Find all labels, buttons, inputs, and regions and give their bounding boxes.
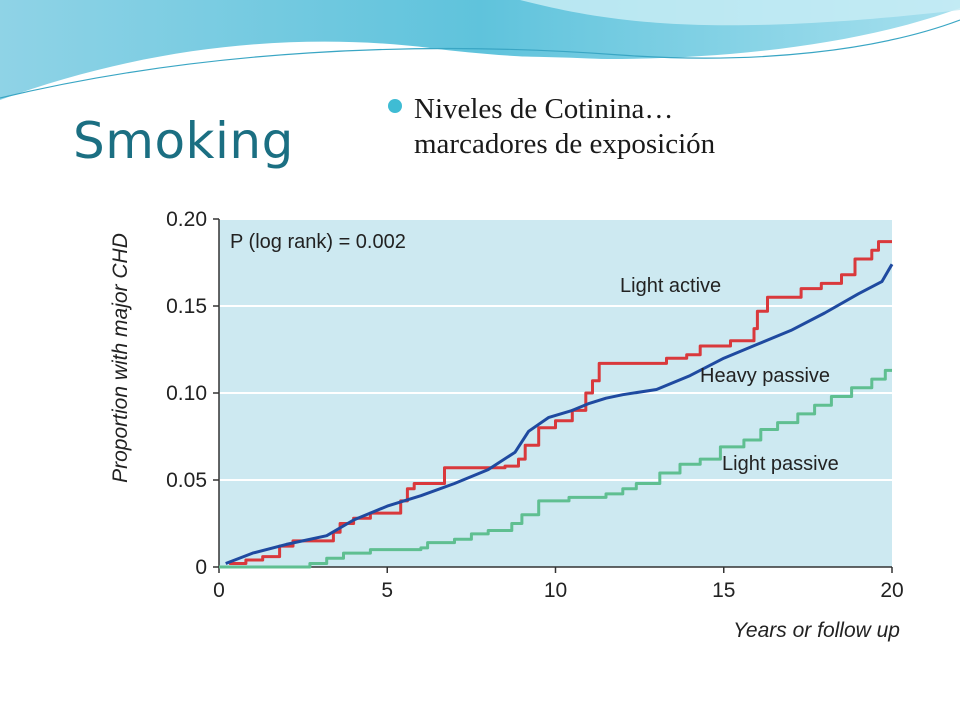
y-tick-label: 0 — [195, 556, 207, 579]
slide-title: Smoking — [73, 112, 294, 170]
x-tick-label: 10 — [544, 579, 567, 602]
series-label: Light passive — [722, 453, 839, 475]
bullet-item: Niveles de Cotinina… marcadores de expos… — [388, 92, 908, 162]
x-axis-label: Years or follow up — [733, 619, 900, 642]
x-tick-label: 0 — [213, 579, 225, 602]
y-tick-label: 0.20 — [166, 208, 207, 231]
bullet-dot-icon — [388, 99, 402, 113]
series-lines: Light active Heavy passive Light passive — [219, 240, 894, 569]
x-tick-label: 20 — [880, 579, 903, 602]
series-line-light-passive — [219, 368, 892, 569]
y-tick-label: 0.10 — [166, 382, 207, 405]
series-line-heavy-passive — [225, 263, 894, 565]
axes: 0 5 10 15 20 0 0.05 0.10 0.15 0.20 — [166, 208, 904, 602]
series-label: Light active — [620, 275, 721, 297]
decorative-wave-banner — [0, 0, 960, 105]
gridlines — [219, 218, 892, 481]
y-tick-label: 0.15 — [166, 295, 207, 318]
bullet-line-2: marcadores de exposición — [414, 128, 716, 160]
x-tick-label: 5 — [381, 579, 393, 602]
y-tick-label: 0.05 — [166, 469, 207, 492]
p-value-annotation: P (log rank) = 0.002 — [230, 231, 406, 253]
y-axis-label: Proportion with major CHD — [109, 233, 132, 483]
bullet-line-1: Niveles de Cotinina… — [414, 93, 674, 125]
series-label: Heavy passive — [700, 365, 830, 387]
x-tick-label: 15 — [712, 579, 735, 602]
